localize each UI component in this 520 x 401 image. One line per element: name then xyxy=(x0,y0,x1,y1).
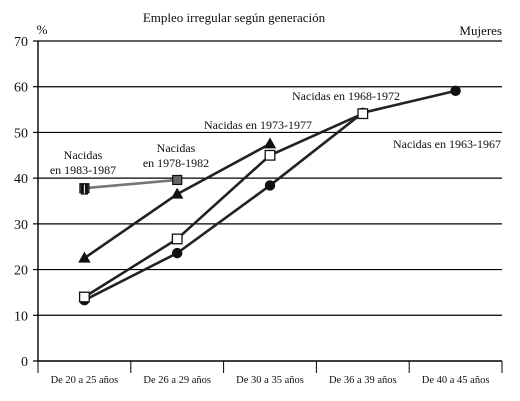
data-point xyxy=(450,85,461,97)
x-tick-label: De 36 a 39 años xyxy=(329,375,397,386)
y-tick-label: 30 xyxy=(14,218,28,233)
x-tick-label: De 30 a 35 años xyxy=(236,375,304,386)
data-point xyxy=(172,247,183,259)
data-point xyxy=(78,291,90,303)
series-label: Nacidas xyxy=(64,148,103,162)
data-point xyxy=(357,108,369,120)
data-point xyxy=(171,187,184,199)
chart-title: Empleo irregular según generación xyxy=(143,10,326,25)
series-label: Nacidas xyxy=(157,141,196,155)
chart-subtitle: Mujeres xyxy=(459,23,502,38)
axis-layer: 0 10 20 30 40 50 60 70 De 20 a 25 años De 26 a 29… xyxy=(14,35,503,386)
y-tick-label: 10 xyxy=(14,309,28,324)
y-tick-label: 70 xyxy=(14,35,28,50)
data-point xyxy=(78,251,91,263)
series-line xyxy=(84,178,178,190)
y-tick-label: 50 xyxy=(14,126,28,141)
grid-layer xyxy=(38,40,502,316)
series-label: en 1983-1987 xyxy=(50,163,116,177)
x-tick-label: De 40 a 45 años xyxy=(422,375,490,386)
y-tick-label: 40 xyxy=(14,172,28,187)
series-line xyxy=(83,112,364,299)
series-label: Nacidas en 1963-1967 xyxy=(393,137,501,151)
data-point xyxy=(171,233,183,245)
series-label: Nacidas en 1968-1972 xyxy=(292,89,400,103)
data-point xyxy=(263,137,277,149)
y-tick-label: 0 xyxy=(21,355,28,370)
y-tick-label: 20 xyxy=(14,264,28,279)
series-label: en 1978-1982 xyxy=(143,156,209,170)
x-tick-label: De 26 a 29 años xyxy=(143,375,211,386)
x-tick-label: De 20 a 25 años xyxy=(51,375,119,386)
series-layer xyxy=(78,85,461,306)
data-point xyxy=(264,149,276,161)
y-tick-label: 60 xyxy=(14,81,28,96)
series-label: Nacidas en 1973-1977 xyxy=(204,118,312,132)
label-layer: Nacidas en 1963-1967 Nacidas en 1968-1972… xyxy=(50,89,501,177)
data-point xyxy=(172,174,183,186)
y-axis-unit: % xyxy=(37,22,48,37)
data-point xyxy=(264,180,276,191)
